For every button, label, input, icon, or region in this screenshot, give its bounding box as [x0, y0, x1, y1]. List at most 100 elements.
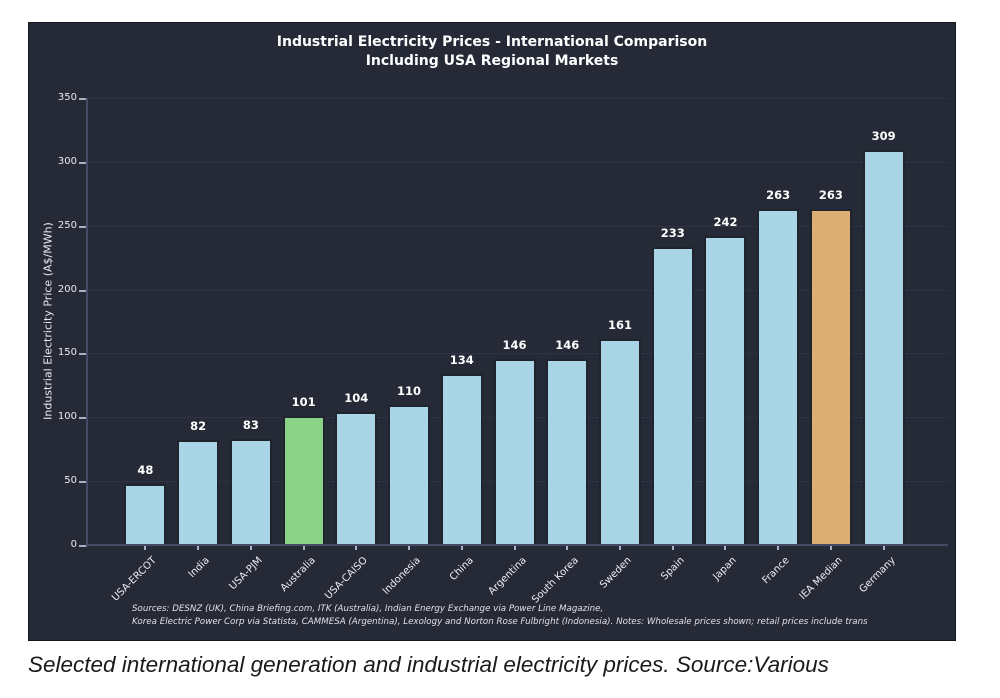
- source-note-line2: Korea Electric Power Corp via Statista, …: [132, 617, 868, 627]
- bar-slot: 101: [277, 98, 330, 545]
- y-tick-label: 0: [70, 539, 77, 550]
- gridline: [86, 225, 948, 227]
- bar-value-label: 242: [713, 214, 738, 229]
- x-tick-mark: [249, 546, 252, 550]
- x-tick-label: Spain: [658, 555, 687, 583]
- x-tick-label: Australia: [278, 555, 318, 595]
- bar-sweden: [598, 339, 641, 545]
- bar-value-label: 48: [137, 462, 154, 477]
- bar-value-label: 309: [871, 129, 896, 144]
- x-tick-mark: [724, 546, 727, 550]
- y-tick-mark: [79, 545, 86, 547]
- chart-panel: Industrial Electricity Prices - Internat…: [28, 22, 956, 641]
- bar-argentina: [493, 358, 536, 545]
- x-tick-mark: [144, 546, 147, 550]
- x-tick-label: Germany: [857, 555, 898, 596]
- x-axis-line: [86, 544, 948, 546]
- bar-usa-ercot: [124, 483, 167, 545]
- bar-slot: 263: [805, 98, 858, 545]
- chart-title-line2: Including USA Regional Markets: [365, 53, 619, 69]
- bar-iea-median: [809, 209, 852, 545]
- bar-slot: 110: [383, 98, 436, 545]
- y-tick-label: 200: [57, 283, 77, 295]
- x-tick-mark: [566, 546, 569, 550]
- y-tick-mark: [79, 353, 86, 356]
- bar-slot: 263: [752, 98, 805, 545]
- y-tick-label: 300: [57, 155, 77, 167]
- x-tick-label: Sweden: [598, 555, 634, 591]
- gridline: [86, 98, 948, 99]
- bar-slot: 146: [488, 98, 541, 545]
- x-tick-mark: [513, 546, 516, 550]
- gridline: [86, 289, 948, 291]
- bar-value-label: 146: [502, 337, 527, 352]
- y-tick-label: 50: [64, 475, 77, 487]
- x-tick-mark: [197, 546, 200, 550]
- x-tick-label: India: [186, 555, 212, 581]
- y-axis-label: Industrial Electricity Price (A$/MWh): [41, 222, 55, 420]
- gridline: [86, 353, 948, 355]
- bar-south-korea: [546, 358, 589, 545]
- bar-slot: 134: [435, 98, 488, 545]
- gridline: [86, 161, 948, 163]
- x-tick-label: USA-CAISO: [323, 555, 371, 602]
- bar-slot: 48: [119, 98, 172, 545]
- bar-value-label: 110: [397, 383, 422, 398]
- x-tick-mark: [882, 546, 885, 550]
- chart-title-line1: Industrial Electricity Prices - Internat…: [276, 34, 708, 50]
- x-tick-mark: [408, 546, 411, 550]
- bar-slot: 104: [330, 98, 383, 545]
- bar-slot: 161: [594, 98, 647, 545]
- bar-china: [440, 373, 483, 545]
- bar-slot: 82: [172, 98, 225, 545]
- bar-slot: 309: [857, 98, 910, 545]
- bar-usa-pjm: [229, 439, 272, 545]
- y-axis-line: [86, 98, 88, 547]
- bar-australia: [282, 416, 325, 545]
- bar-slot: 242: [699, 98, 752, 545]
- bar-indonesia: [388, 404, 431, 545]
- y-tick-label: 100: [57, 411, 77, 423]
- x-tick-label: Indonesia: [380, 555, 423, 597]
- x-axis-tick-marks: [119, 546, 910, 551]
- bar-germany: [862, 150, 905, 545]
- y-tick-mark: [79, 481, 86, 484]
- bar-value-label: 233: [660, 226, 685, 241]
- bar-value-label: 134: [449, 352, 474, 367]
- x-tick-label: Argentina: [486, 555, 529, 598]
- x-tick-label: IEA Median: [797, 555, 845, 603]
- source-note-line1: Sources: DESNZ (UK), China Briefing.com,…: [132, 604, 604, 614]
- x-tick-label: USA-ERCOT: [110, 555, 160, 604]
- bar-spain: [651, 247, 694, 545]
- x-tick-label: USA-PJM: [227, 555, 265, 593]
- bar-value-label: 146: [555, 337, 580, 352]
- x-tick-label: Japan: [711, 555, 740, 583]
- bar-value-label: 82: [190, 419, 207, 434]
- y-tick-mark: [79, 161, 86, 164]
- y-tick-mark: [79, 225, 86, 228]
- bar-slot: 146: [541, 98, 594, 545]
- bar-slot: 233: [646, 98, 699, 545]
- plot-area: 48 82 83 101 104 110 134 146 146 161 233 242 263 263 3…: [86, 98, 948, 545]
- x-tick-label: China: [447, 555, 476, 583]
- y-tick-label: 350: [57, 92, 77, 103]
- bars-layer: 48 82 83 101 104 110 134 146 146 161 233 242 263 263 3…: [119, 98, 910, 545]
- bar-india: [177, 440, 220, 545]
- source-note: Sources: DESNZ (UK), China Briefing.com,…: [132, 603, 868, 629]
- x-tick-label: South Korea: [530, 555, 581, 606]
- x-tick-mark: [671, 546, 674, 550]
- bar-usa-caiso: [335, 412, 378, 545]
- x-tick-mark: [777, 546, 780, 550]
- figure-caption: Selected international generation and in…: [28, 652, 829, 677]
- chart-title: Industrial Electricity Prices - Internat…: [29, 33, 955, 71]
- x-tick-mark: [355, 546, 358, 550]
- bar-value-label: 263: [766, 188, 791, 203]
- bar-france: [757, 209, 800, 545]
- bar-value-label: 161: [607, 318, 632, 333]
- y-tick-mark: [79, 417, 86, 420]
- x-tick-mark: [302, 546, 305, 550]
- bar-slot: 83: [224, 98, 277, 545]
- bar-value-label: 83: [242, 418, 259, 432]
- y-tick-label: 250: [57, 219, 77, 231]
